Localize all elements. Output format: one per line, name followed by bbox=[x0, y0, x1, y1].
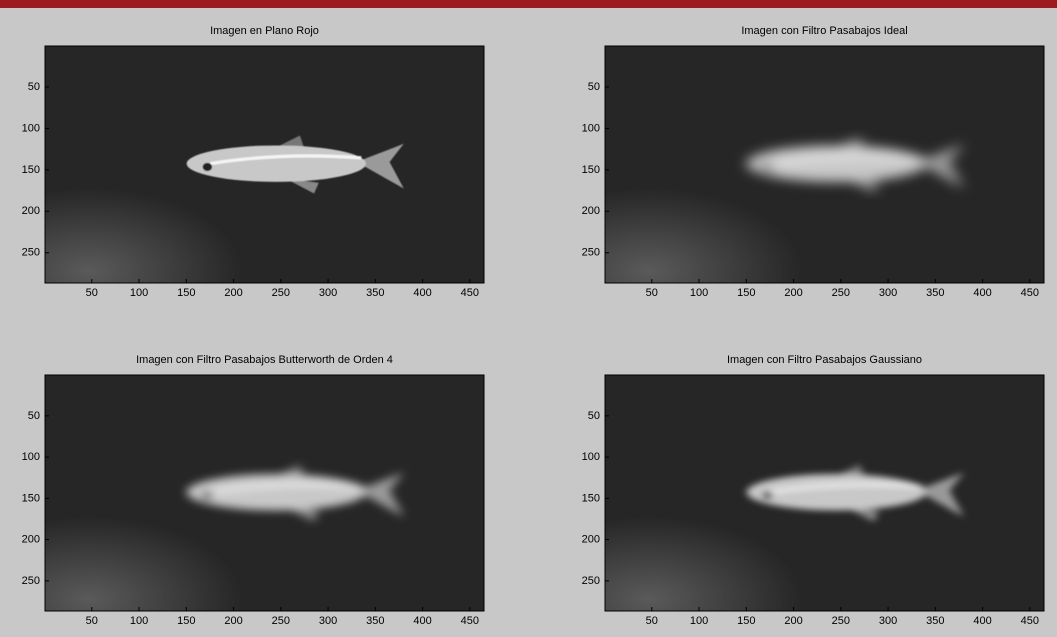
x-tick-label: 150 bbox=[737, 287, 755, 299]
x-tick-label: 50 bbox=[86, 615, 98, 627]
y-tick-label: 150 bbox=[582, 492, 600, 504]
x-tick-label: 250 bbox=[272, 287, 290, 299]
y-tick-label: 150 bbox=[22, 492, 40, 504]
axes-title: Imagen con Filtro Pasabajos Gaussiano bbox=[727, 354, 922, 366]
axes-title: Imagen con Filtro Pasabajos Ideal bbox=[741, 25, 907, 37]
y-tick-label: 50 bbox=[588, 81, 600, 93]
x-tick-label: 450 bbox=[461, 287, 479, 299]
top-band bbox=[0, 0, 1057, 8]
y-tick-label: 100 bbox=[22, 451, 40, 463]
x-tick-label: 400 bbox=[973, 287, 991, 299]
x-tick-label: 50 bbox=[86, 287, 98, 299]
x-tick-label: 200 bbox=[224, 287, 242, 299]
x-tick-label: 250 bbox=[832, 615, 850, 627]
x-tick-label: 50 bbox=[646, 287, 658, 299]
y-tick-label: 200 bbox=[22, 205, 40, 217]
fish-eye bbox=[763, 491, 772, 499]
y-tick-label: 50 bbox=[28, 410, 40, 422]
y-tick-label: 100 bbox=[22, 122, 40, 134]
figure: 50 100 150 200 250 300 350 400 450 50 100 150 200 250… bbox=[0, 0, 1057, 637]
x-tick-label: 400 bbox=[973, 615, 991, 627]
fish-eye bbox=[203, 163, 212, 171]
axes-title: Imagen en Plano Rojo bbox=[210, 25, 319, 37]
x-tick-label: 100 bbox=[130, 615, 148, 627]
x-tick-label: 50 bbox=[646, 615, 658, 627]
x-tick-label: 100 bbox=[690, 287, 708, 299]
x-tick-label: 250 bbox=[832, 287, 850, 299]
x-tick-label: 100 bbox=[130, 287, 148, 299]
x-tick-label: 300 bbox=[319, 615, 337, 627]
x-tick-label: 300 bbox=[879, 287, 897, 299]
x-tick-label: 150 bbox=[737, 615, 755, 627]
x-tick-label: 450 bbox=[461, 615, 479, 627]
y-tick-label: 250 bbox=[582, 247, 600, 259]
x-tick-label: 250 bbox=[272, 615, 290, 627]
y-tick-label: 200 bbox=[582, 534, 600, 546]
y-tick-label: 250 bbox=[582, 575, 600, 587]
y-tick-label: 50 bbox=[588, 410, 600, 422]
y-tick-label: 200 bbox=[22, 534, 40, 546]
x-tick-label: 200 bbox=[784, 615, 802, 627]
y-tick-label: 200 bbox=[582, 205, 600, 217]
x-tick-label: 350 bbox=[366, 615, 384, 627]
y-tick-label: 250 bbox=[22, 247, 40, 259]
x-tick-label: 450 bbox=[1021, 287, 1039, 299]
x-tick-label: 350 bbox=[926, 287, 944, 299]
x-tick-label: 150 bbox=[177, 615, 195, 627]
x-tick-label: 350 bbox=[366, 287, 384, 299]
fish-eye bbox=[763, 163, 772, 171]
y-tick-label: 100 bbox=[582, 451, 600, 463]
x-tick-label: 300 bbox=[319, 287, 337, 299]
x-tick-label: 150 bbox=[177, 287, 195, 299]
x-tick-label: 400 bbox=[413, 615, 431, 627]
y-tick-label: 150 bbox=[582, 164, 600, 176]
x-tick-label: 350 bbox=[926, 615, 944, 627]
axes-title: Imagen con Filtro Pasabajos Butterworth … bbox=[136, 354, 393, 366]
y-tick-label: 50 bbox=[28, 81, 40, 93]
x-tick-label: 450 bbox=[1021, 615, 1039, 627]
y-tick-label: 100 bbox=[582, 122, 600, 134]
y-tick-label: 250 bbox=[22, 575, 40, 587]
x-tick-label: 200 bbox=[224, 615, 242, 627]
x-tick-label: 100 bbox=[690, 615, 708, 627]
fish-eye bbox=[203, 491, 212, 499]
y-tick-label: 150 bbox=[22, 164, 40, 176]
x-tick-label: 400 bbox=[413, 287, 431, 299]
page: 50 100 150 200 250 300 350 400 450 50 100 150 200 250… bbox=[0, 0, 1057, 637]
x-tick-label: 300 bbox=[879, 615, 897, 627]
x-tick-label: 200 bbox=[784, 287, 802, 299]
